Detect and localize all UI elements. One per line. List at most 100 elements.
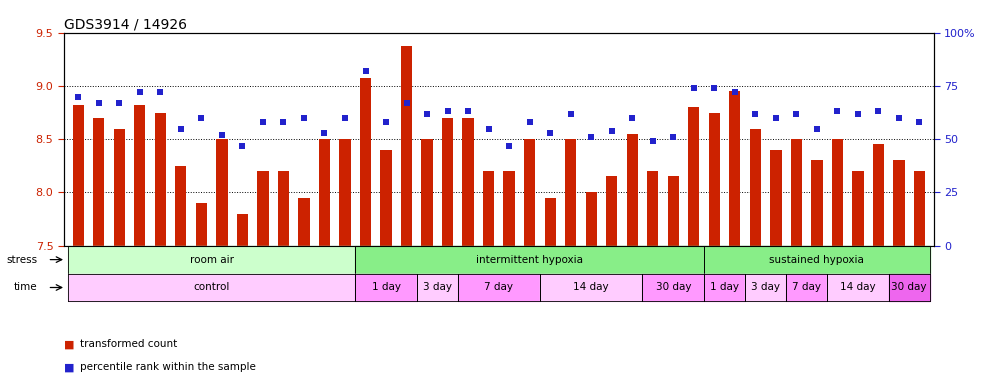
Point xyxy=(809,126,825,132)
Text: room air: room air xyxy=(190,255,234,265)
Bar xyxy=(216,139,227,246)
Point xyxy=(850,111,866,117)
Bar xyxy=(355,246,704,273)
Bar xyxy=(704,246,930,273)
Text: intermittent hypoxia: intermittent hypoxia xyxy=(476,255,583,265)
Text: 14 day: 14 day xyxy=(573,283,609,293)
Bar xyxy=(380,150,391,246)
Point xyxy=(481,126,496,132)
Point xyxy=(317,130,332,136)
Point xyxy=(194,115,209,121)
Text: GDS3914 / 14926: GDS3914 / 14926 xyxy=(64,18,187,31)
Point xyxy=(768,115,783,121)
Bar xyxy=(790,139,802,246)
Point xyxy=(337,115,353,121)
Text: 3 day: 3 day xyxy=(751,283,781,293)
Point xyxy=(173,126,189,132)
Bar xyxy=(647,171,659,246)
Bar xyxy=(401,46,412,246)
Point xyxy=(871,108,887,114)
Bar xyxy=(643,273,704,301)
Bar xyxy=(540,273,643,301)
Point xyxy=(892,115,907,121)
Point xyxy=(830,108,845,114)
Point xyxy=(747,111,763,117)
Point xyxy=(501,142,517,149)
Bar xyxy=(545,198,555,246)
Bar xyxy=(355,273,417,301)
Bar xyxy=(667,176,679,246)
Point xyxy=(90,100,106,106)
Point xyxy=(563,111,579,117)
Point xyxy=(522,119,538,125)
Bar xyxy=(729,91,740,246)
Point xyxy=(686,85,702,91)
Text: time: time xyxy=(14,283,37,293)
Point xyxy=(275,119,291,125)
Bar xyxy=(318,139,330,246)
Bar xyxy=(565,139,576,246)
Text: control: control xyxy=(194,283,230,293)
Point xyxy=(604,127,619,134)
Text: 1 day: 1 day xyxy=(710,283,739,293)
Bar xyxy=(237,214,248,246)
Point xyxy=(399,100,415,106)
Bar xyxy=(894,161,904,246)
Bar xyxy=(175,166,187,246)
Point xyxy=(214,132,230,138)
Point xyxy=(152,89,168,95)
Bar xyxy=(134,105,145,246)
Bar xyxy=(73,105,84,246)
Bar xyxy=(688,107,700,246)
Bar xyxy=(360,78,372,246)
Bar xyxy=(503,171,515,246)
Point xyxy=(645,138,661,144)
Bar xyxy=(154,113,166,246)
Bar xyxy=(709,113,720,246)
Point xyxy=(665,134,681,140)
Bar xyxy=(811,161,823,246)
Text: ■: ■ xyxy=(64,362,78,372)
Bar xyxy=(771,150,781,246)
Text: 3 day: 3 day xyxy=(423,283,452,293)
Bar xyxy=(483,171,494,246)
Text: 30 day: 30 day xyxy=(892,283,927,293)
Bar xyxy=(704,273,745,301)
Text: sustained hypoxia: sustained hypoxia xyxy=(770,255,864,265)
Point xyxy=(911,119,927,125)
Text: percentile rank within the sample: percentile rank within the sample xyxy=(80,362,256,372)
Bar xyxy=(258,171,268,246)
Bar xyxy=(68,246,355,273)
Point xyxy=(358,68,374,74)
Text: 30 day: 30 day xyxy=(656,283,691,293)
Text: ■: ■ xyxy=(64,339,78,349)
Bar xyxy=(417,273,458,301)
Bar xyxy=(339,139,351,246)
Bar xyxy=(626,134,638,246)
Bar xyxy=(524,139,536,246)
Bar xyxy=(786,273,827,301)
Text: transformed count: transformed count xyxy=(80,339,177,349)
Bar xyxy=(607,176,617,246)
Text: 1 day: 1 day xyxy=(372,283,400,293)
Text: 7 day: 7 day xyxy=(792,283,821,293)
Bar xyxy=(93,118,104,246)
Point xyxy=(460,108,476,114)
Bar xyxy=(422,139,433,246)
Bar xyxy=(458,273,540,301)
Point xyxy=(788,111,804,117)
Point xyxy=(624,115,640,121)
Point xyxy=(132,89,147,95)
Point xyxy=(71,93,87,99)
Bar xyxy=(827,273,889,301)
Bar xyxy=(750,129,761,246)
Bar xyxy=(852,171,864,246)
Bar xyxy=(914,171,925,246)
Bar xyxy=(745,273,786,301)
Point xyxy=(543,130,558,136)
Bar xyxy=(832,139,843,246)
Point xyxy=(296,115,312,121)
Bar xyxy=(442,118,453,246)
Point xyxy=(707,85,723,91)
Bar xyxy=(68,273,355,301)
